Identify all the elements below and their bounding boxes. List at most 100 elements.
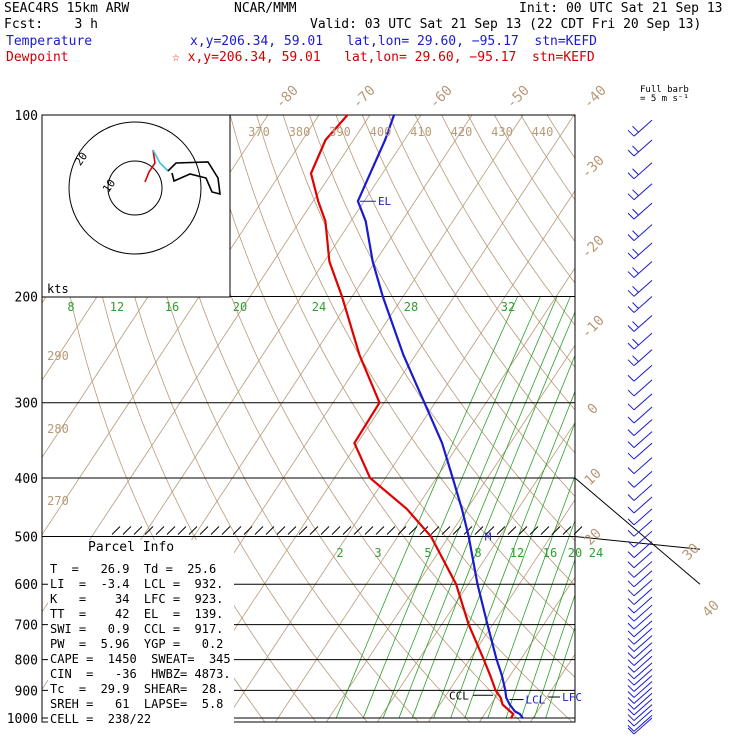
- hodograph-ring: [68, 121, 202, 255]
- isotherm-line: [42, 115, 320, 536]
- wind-barb-flag: [627, 403, 635, 411]
- wind-barb-shaft: [633, 431, 653, 448]
- dewpoint-point: [369, 477, 371, 479]
- wind-barb-flag: [627, 708, 635, 716]
- wind-barb-shaft: [633, 627, 653, 645]
- freezing-hatch: [166, 526, 176, 535]
- dry-adiabat-line: [124, 115, 420, 722]
- wind-barb-flag: [627, 149, 635, 157]
- wind-barb-flag: [627, 359, 635, 367]
- freezing-hatch: [276, 526, 286, 535]
- wind-barb-flag: [627, 725, 635, 732]
- wind-barb-flag: [632, 267, 639, 274]
- dry-adiabat-line: [203, 115, 573, 722]
- parcel-info-title: Parcel Info: [88, 540, 175, 555]
- mixing-ratio-label: 32: [501, 300, 515, 314]
- freezing-hatch: [221, 526, 231, 535]
- parcel-row: CIN = -36 HWBZ= 4873.: [50, 667, 231, 681]
- freezing-hatch: [353, 526, 363, 535]
- freezing-hatch: [199, 526, 209, 535]
- freezing-hatch: [507, 526, 517, 535]
- freezing-hatch: [155, 526, 165, 535]
- wind-barb-flag: [632, 230, 639, 238]
- wind-barb-flag: [627, 665, 635, 673]
- theta-label: 280: [47, 422, 69, 436]
- temperature-point: [514, 710, 516, 713]
- hodograph: kts 10 20: [41, 114, 231, 298]
- dewpoint-point: [405, 507, 408, 510]
- isotherm-label: -80: [273, 83, 302, 112]
- freezing-hatch: [441, 526, 451, 535]
- wind-barb-flag: [627, 342, 635, 350]
- wind-barb-flag: [632, 321, 639, 328]
- freezing-hatch: [386, 526, 396, 535]
- isotherm-line: [325, 344, 575, 722]
- temperature-point: [369, 172, 372, 175]
- wind-barb-flag: [632, 338, 639, 346]
- dewpoint-point: [346, 114, 349, 116]
- theta-label: 430: [491, 125, 513, 139]
- freezing-hatch: [419, 526, 429, 535]
- temperature-point: [381, 295, 384, 298]
- wind-barb-shaft: [633, 406, 653, 424]
- dry-adiabat-line: [177, 115, 522, 722]
- wind-barb-shaft: [633, 681, 653, 698]
- temperature-location: x,y=206.34, 59.01 lat,lon= 29.60, −95.17…: [190, 34, 597, 49]
- hodograph-ring-label: 20: [72, 150, 90, 168]
- pressure-tick-label: 800: [15, 654, 38, 669]
- wind-barb-flag: [632, 248, 639, 256]
- wind-barb-shaft: [633, 668, 653, 686]
- wind-barb-shaft: [633, 662, 653, 680]
- isotherm-line: [0, 115, 13, 728]
- isotherm-label: 40: [700, 598, 723, 621]
- wind-barb-flag: [632, 189, 639, 197]
- wind-barb-flag: [627, 685, 635, 692]
- isotherm-line: [223, 190, 575, 722]
- wind-barb-flag: [627, 481, 635, 488]
- parcel-row: T = 26.9 Td = 25.6: [50, 562, 217, 576]
- wind-barb-shaft: [633, 561, 653, 578]
- pressure-tick-label: 1000: [7, 712, 38, 727]
- wind-barb-flag: [627, 467, 635, 474]
- freezing-hatch: [133, 526, 143, 535]
- freezing-hatch: [342, 526, 352, 535]
- wind-barb-shaft: [633, 419, 653, 436]
- temperature-point: [486, 623, 489, 626]
- freezing-hatch: [254, 526, 264, 535]
- parcel-row: SWI = 0.9 CCL = 917.: [50, 622, 224, 636]
- wind-barb-flag: [627, 271, 635, 278]
- parcel-row: CAPE = 1450 SWEAT= 345: [50, 652, 231, 666]
- wind-barb-shaft: [633, 655, 653, 673]
- wind-barb-flag: [627, 630, 635, 638]
- freezing-hatch: [309, 526, 319, 535]
- isotherm-line: [172, 115, 575, 722]
- parcel-row: CELL = 238/22: [50, 712, 152, 726]
- parcel-row: SREH = 61 LAPSE= 5.8: [50, 697, 224, 711]
- wind-barb-shaft: [633, 296, 653, 313]
- wind-barb-flag: [627, 561, 635, 569]
- dewpoint-point: [494, 689, 497, 692]
- freezing-hatch: [529, 526, 539, 535]
- temperature-legend: Temperature: [6, 34, 93, 49]
- temperature-point: [402, 354, 405, 356]
- dewpoint-point: [499, 696, 502, 699]
- isotherm-label: -10: [579, 313, 608, 342]
- mixing-ratio-label: 12: [510, 546, 524, 560]
- temperature-point: [461, 507, 463, 510]
- dewpoint-point: [378, 401, 381, 404]
- wind-barb-flag: [627, 234, 635, 242]
- hodograph-trace-low: [144, 149, 156, 183]
- wind-barb-shaft: [633, 704, 653, 721]
- isotherm-line: [628, 115, 740, 728]
- sounding-series: EL M LCL LFC CCL: [309, 114, 582, 719]
- barb-scale-label: Full barb = 5 m s⁻¹: [640, 85, 689, 104]
- temperature-point: [384, 139, 387, 141]
- wind-barb-flag: [632, 208, 639, 216]
- wind-barb-flag: [627, 551, 635, 559]
- wind-barb-flag: [627, 691, 635, 698]
- theta-label: 380: [289, 125, 311, 139]
- temperature-point: [521, 717, 524, 719]
- pressure-tick-label: 200: [15, 291, 38, 306]
- wind-barb-flag: [627, 589, 635, 597]
